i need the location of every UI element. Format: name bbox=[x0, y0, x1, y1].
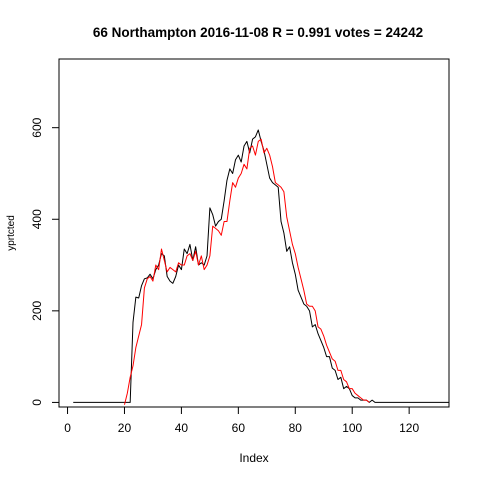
series-line-2 bbox=[123, 138, 370, 405]
y-tick-label: 0 bbox=[30, 399, 44, 406]
y-tick-label: 200 bbox=[30, 301, 44, 321]
x-axis-label: Index bbox=[239, 451, 268, 465]
plot-frame bbox=[58, 58, 450, 408]
x-tick-label: 80 bbox=[289, 421, 303, 435]
x-tick-label: 100 bbox=[342, 421, 362, 435]
x-tick-label: 0 bbox=[64, 421, 71, 435]
y-tick-label: 600 bbox=[30, 117, 44, 137]
y-axis-label: yprtcted bbox=[6, 215, 17, 251]
y-axis: 0 200 400 600 bbox=[30, 117, 60, 406]
x-tick-label: 120 bbox=[399, 421, 419, 435]
chart-title: 66 Northampton 2016-11-08 R = 0.991 vote… bbox=[93, 25, 423, 40]
series-layer bbox=[73, 129, 449, 405]
x-tick-label: 60 bbox=[232, 421, 246, 435]
y-tick-label: 400 bbox=[30, 209, 44, 229]
series-line-1 bbox=[73, 129, 449, 403]
x-tick-label: 40 bbox=[175, 421, 189, 435]
x-tick-label: 20 bbox=[118, 421, 132, 435]
x-axis: 0 20 40 60 80 100 120 bbox=[64, 406, 419, 435]
